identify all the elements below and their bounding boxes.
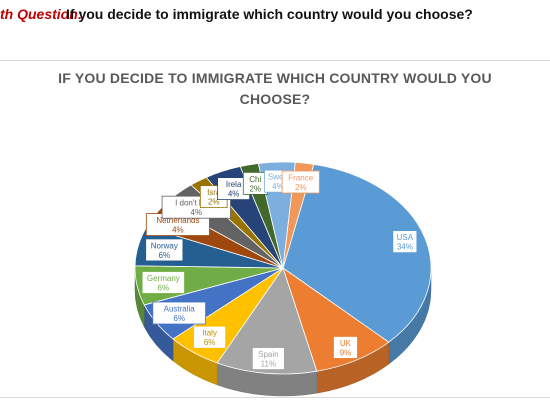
data-label-value: 34% [397,243,413,252]
data-label-name: Swed [268,173,288,182]
data-label-name: Isra [207,188,221,197]
data-label-value: 6% [158,283,170,292]
data-label-value: 4% [272,182,284,191]
data-label-name: France [288,174,313,183]
data-label-box [281,170,320,194]
data-label-box [193,325,227,349]
data-label-box [145,238,184,262]
data-label-value: 2% [295,183,307,192]
data-label-value: 6% [159,251,171,260]
chart-title: IF YOU DECIDE TO IMMIGRATE WHICH COUNTRY… [58,70,492,107]
pie-slice-usa [282,163,432,343]
question-number: th Question: [0,6,83,22]
data-label-box [141,271,185,294]
data-label-value: 9% [340,348,352,357]
data-label-box [152,301,206,325]
data-label-name: Italy [202,329,217,338]
data-label-value: 4% [172,226,184,235]
data-label-name: Irela [226,180,242,189]
data-label-name: UK [340,339,352,348]
data-label-name: Netherlands [156,216,199,225]
separator-line [0,60,550,61]
data-label-name: Spain [258,350,278,359]
data-label-box [251,347,285,370]
pie-slice-spain [216,267,318,375]
data-label-value: 2% [250,184,262,193]
data-label-value: 4% [191,208,203,217]
data-label-name: Norway [151,241,178,250]
data-label-box [333,336,358,359]
data-label-name: Australia [164,305,196,314]
data-label-name: Germany [147,274,180,283]
question-text: If you decide to immigrate which country… [66,6,473,22]
question-heading: th Question: If you decide to immigrate … [0,0,550,24]
data-label-box [392,230,418,254]
data-label-name: I don't know [175,199,218,208]
data-label-name: USA [397,233,414,242]
bottom-border [0,397,550,398]
data-label-value: 6% [204,338,216,347]
data-label-value: 11% [261,360,276,369]
pie-slice-uk [282,266,390,372]
data-label-value: 2% [208,198,220,207]
data-label-value: 4% [228,190,240,199]
data-label-value: 6% [173,314,185,323]
data-label-name: Chi [249,175,261,184]
